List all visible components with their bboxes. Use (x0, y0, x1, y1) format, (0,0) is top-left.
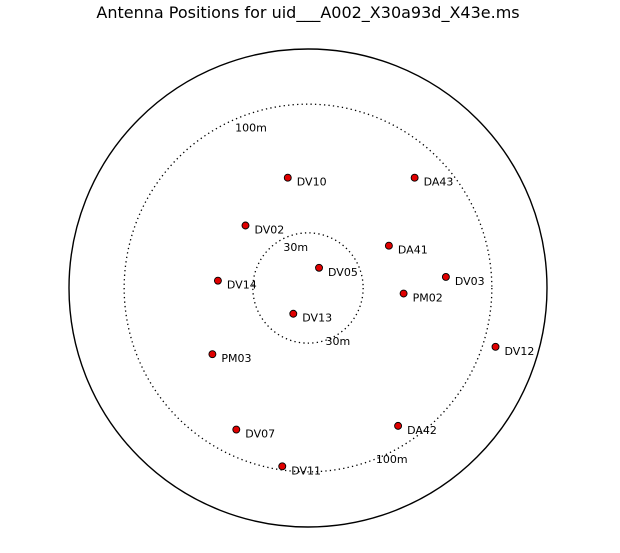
ring-label-30m: 30m (326, 335, 351, 348)
antenna-label: DV05 (328, 266, 358, 279)
antenna-dv14: DV14 (213, 276, 257, 292)
antenna-marker (283, 173, 292, 182)
antenna-marker (441, 273, 450, 281)
antenna-label: DV11 (291, 464, 321, 477)
ring-130m (68, 48, 548, 528)
antenna-label: DA42 (407, 424, 437, 437)
antenna-marker (213, 276, 222, 285)
antenna-label: DV10 (297, 176, 327, 189)
antenna-dv12: DV12 (491, 342, 535, 358)
antenna-da43: DA43 (410, 173, 454, 189)
antenna-marker (208, 350, 217, 359)
antenna-dv07: DV07 (232, 425, 275, 441)
chart-title: Antenna Positions for uid___A002_X30a93d… (96, 3, 519, 23)
antenna-dv03: DV03 (441, 273, 485, 288)
antenna-dv05: DV05 (315, 263, 358, 279)
antenna-marker (410, 173, 419, 182)
antenna-marker (384, 241, 393, 250)
ring-100m (123, 103, 493, 473)
antenna-label: DA41 (398, 244, 428, 257)
antenna-label: DV13 (302, 312, 332, 325)
antenna-da41: DA41 (384, 241, 428, 257)
antenna-dv13: DV13 (289, 309, 332, 325)
antenna-dv10: DV10 (283, 173, 327, 189)
antenna-marker (315, 263, 323, 272)
ring-label-100m: 100m (376, 453, 408, 466)
antenna-label: DA43 (424, 176, 454, 189)
antenna-label: DV12 (505, 345, 535, 358)
antenna-marker (394, 421, 403, 430)
antenna-marker (491, 342, 500, 351)
antenna-marker (289, 309, 298, 318)
antenna-label: DV03 (455, 275, 485, 288)
antenna-label: PM02 (413, 292, 443, 305)
antenna-dv02: DV02 (241, 221, 284, 236)
antenna-label: DV02 (254, 223, 284, 236)
antenna-label: DV07 (245, 428, 275, 441)
antenna-pm03: PM03 (208, 350, 252, 365)
antenna-dv11: DV11 (278, 462, 321, 477)
ring-30m (252, 232, 364, 344)
antenna-pm02: PM02 (399, 289, 443, 305)
range-rings (68, 48, 548, 528)
antenna-marker (278, 462, 287, 471)
antenna-da42: DA42 (394, 421, 437, 437)
antenna-marker (399, 289, 408, 298)
antenna-label: PM03 (221, 352, 251, 365)
ring-label-100m: 100m (235, 122, 267, 135)
ring-labels: 30m 30m 100m 100m (235, 122, 407, 467)
antenna-label: DV14 (227, 279, 257, 292)
antenna-markers: DV10 DA43 DV02 DA41 DV05 DV03 DV14 PM02 DV13 PM03… (208, 173, 535, 477)
ring-label-30m: 30m (283, 241, 308, 254)
antenna-marker (241, 221, 250, 230)
antenna-marker (232, 425, 241, 434)
